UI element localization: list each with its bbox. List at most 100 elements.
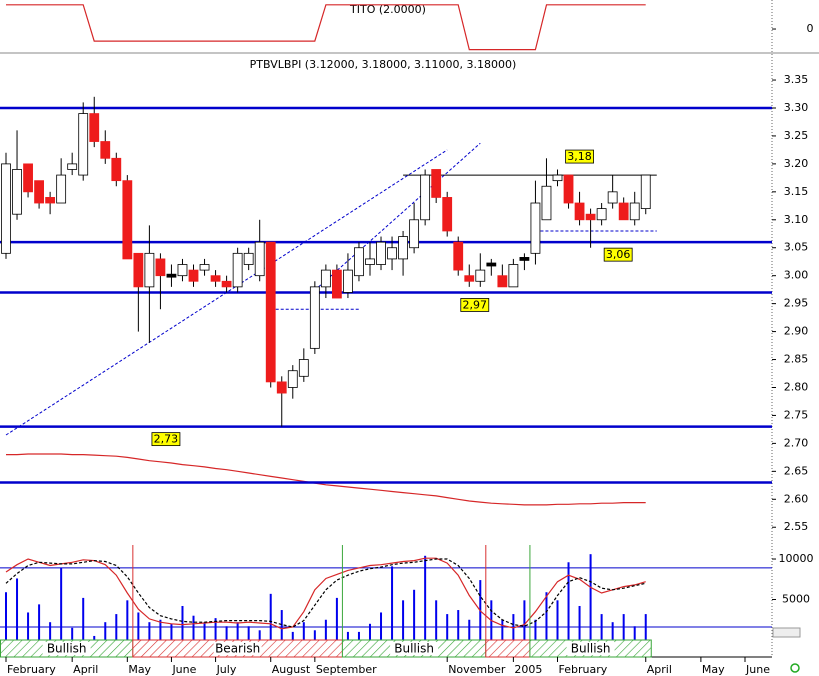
x-tick-label: April (647, 663, 672, 676)
candle-body (78, 113, 89, 176)
x-tick-label: May (128, 663, 151, 676)
candle-body (67, 163, 78, 170)
volume-bar (501, 619, 504, 640)
candle-body (133, 252, 144, 288)
chart-title: PTBVLBPI (3.12000, 3.18000, 3.11000, 3.1… (250, 58, 517, 71)
candle-body (420, 174, 431, 221)
y-tick-label: 10000 (779, 552, 814, 565)
volume-bar (225, 626, 228, 640)
volume-bar (380, 612, 383, 640)
volume-bar (523, 600, 526, 640)
candle-body (365, 258, 375, 265)
candle-body (210, 275, 221, 282)
y-tick-label: 2.70 (784, 436, 809, 449)
candle-body (331, 269, 342, 299)
regime-band (485, 639, 531, 658)
y-tick-label: 2.75 (784, 408, 809, 421)
volume-bar (27, 612, 30, 640)
volume-bar (137, 612, 140, 640)
annotation-label: 3,18 (567, 150, 592, 163)
candle-body (574, 202, 585, 221)
candle-body (298, 359, 309, 377)
regime-label-bg (566, 642, 615, 655)
candle-body (45, 197, 56, 204)
candle-body (23, 163, 33, 193)
trend-line (314, 142, 481, 291)
annotation-box (565, 149, 594, 164)
volume-bar (247, 626, 250, 640)
volume-bar (38, 604, 41, 640)
annotation-label: 2,73 (154, 433, 179, 446)
candle-body (309, 286, 320, 349)
volume-bar (302, 622, 305, 640)
regime-label: Bullish (394, 642, 434, 656)
volume-bar (192, 615, 195, 640)
regime-label: Bearish (215, 642, 260, 656)
volume-bar (413, 589, 416, 640)
annotation-box (460, 298, 490, 312)
candle-body (56, 174, 67, 204)
volume-bar (258, 630, 261, 640)
annotation-box (151, 432, 181, 447)
candle-body (640, 174, 651, 210)
annotation-box (603, 247, 633, 262)
volume-bar (622, 614, 625, 640)
y-tick-label: 3.25 (784, 129, 809, 142)
candle-body (442, 197, 453, 232)
indicator-title: TITO (2.0000) (349, 3, 426, 16)
volume-bar (368, 623, 371, 640)
x-tick-label: April (73, 663, 98, 676)
candle-body (276, 381, 287, 394)
volume-bar (93, 635, 96, 640)
candle-body (287, 370, 298, 388)
candle-body (12, 169, 22, 215)
candle-body (188, 269, 199, 282)
volume-bar (60, 567, 63, 640)
volume-bar (644, 614, 647, 640)
volume-bar (115, 614, 118, 640)
volume-bar (391, 566, 394, 640)
x-tick-label: May (702, 663, 725, 676)
status-icon (790, 663, 800, 673)
candle-body (221, 280, 232, 288)
volume-bar (181, 605, 184, 640)
volume-bar (556, 600, 559, 640)
y-tick-label: 2.90 (784, 325, 809, 338)
volume-bar (71, 627, 74, 640)
volume-bar (633, 626, 636, 640)
y-tick-label: 5000 (782, 593, 810, 606)
candle-body (320, 269, 331, 288)
volume-bar (446, 614, 449, 640)
volume-bar (126, 600, 129, 640)
candle-body (464, 275, 475, 282)
regime-label: Bullish (47, 642, 87, 656)
regime-label: Bullish (571, 642, 611, 656)
oscillator-line (5, 557, 646, 630)
candle-body (508, 264, 519, 288)
regime-label-bg (42, 642, 91, 655)
x-tick-label: September (316, 663, 377, 676)
volume-bar (435, 600, 438, 640)
x-tick-label: November (448, 663, 506, 676)
candle-body (265, 241, 276, 383)
candle-body (144, 252, 155, 288)
candle-body (530, 202, 541, 254)
candle-body (629, 202, 640, 221)
candle-body (166, 273, 177, 278)
volume-bar (512, 614, 515, 640)
y-tick-label: 3.20 (784, 157, 809, 170)
x-tick-label: 2005 (514, 663, 542, 676)
volume-bar (589, 554, 592, 640)
candle-body (89, 113, 100, 142)
volume-bar (269, 593, 272, 640)
y-tick-label: 3.10 (784, 213, 809, 226)
y-tick-label: 2.80 (784, 380, 809, 393)
x-tick-label: June (745, 663, 770, 676)
annotation-label: 2,97 (463, 298, 488, 311)
candle-body (486, 262, 497, 267)
candle-body (387, 247, 397, 260)
candle-body (585, 213, 596, 221)
candle-body (552, 174, 563, 182)
